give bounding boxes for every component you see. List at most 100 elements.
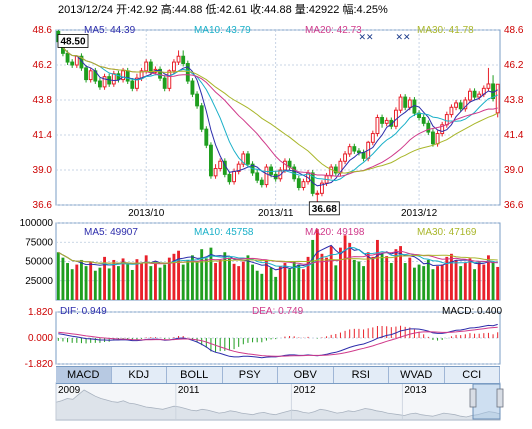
candle-body [375,117,380,135]
candle-body [426,122,431,133]
price-left-tick-label: 48.6 [33,25,53,36]
volume-tick-label: 100000 [20,218,54,229]
candle-body [315,192,320,195]
volume-bar [491,262,495,300]
volume-bar [103,256,106,300]
volume-bar [348,243,352,300]
candle-body [185,63,190,82]
tab-kdj[interactable]: KDJ [111,367,167,383]
price-left-tick-label: 39.0 [33,165,53,176]
price-right-tick-label: 36.6 [504,200,524,211]
volume-bar [357,261,361,300]
price-legend-ma10: MA10: 43.79 [194,25,251,36]
volume-bar [371,256,375,300]
tab-cci[interactable]: CCI [444,367,500,383]
volume-bar [436,266,439,300]
candle-body [204,128,209,146]
volume-ma30-line [58,251,498,264]
price-x-tick-label: 2013/12 [401,208,438,219]
candle-body [116,73,121,81]
macd-dea-line [58,326,498,357]
volume-bar [214,263,217,300]
candle-body [172,61,176,72]
candle-body [241,153,246,165]
volume-bar [232,263,236,300]
candle-body [449,106,454,116]
change-label: 幅 [342,4,354,16]
candle-body [269,166,273,175]
candle-body [347,146,352,155]
candle-body [421,117,426,124]
tab-psy[interactable]: PSY [222,367,278,383]
tab-rsi[interactable]: RSI [333,367,389,383]
candle-body [403,96,408,108]
volume-bar [66,263,69,300]
volume-legend-ma5: MA5: 49907 [84,227,138,238]
candle-body [264,166,269,186]
candle-body [283,160,287,171]
tab-obv[interactable]: OBV [278,367,334,383]
candle-body [463,99,468,110]
event-marker-icon: ✕✕ [395,32,410,42]
macd-panel: 1.820 0.000 -1.820 DIF: 0.949 DEA: 0.749 MACD… [25,306,503,370]
volume-value: 42922 [308,4,340,16]
volume-bar [228,257,231,300]
volume-tick-label: 50000 [25,257,53,268]
candle-body [125,70,130,82]
tab-macd[interactable]: MACD [56,367,112,383]
volume-bar [473,269,476,300]
tab-wvad[interactable]: WVAD [389,367,445,383]
candle-body [255,172,260,181]
volume-bar [278,266,282,300]
candle-body [199,105,204,130]
volume-bar [135,259,139,300]
navigator-year-label: 2011 [178,385,200,396]
volume-bar [144,255,148,300]
price-right-tick-label: 39.0 [504,165,524,176]
volume-bar [93,270,97,300]
volume-bar [417,264,421,300]
volume-bar [343,235,347,300]
price-annotation-label: 36.68 [312,204,337,215]
candle-body [213,168,218,177]
change-value: 4.25% [356,4,388,16]
candle-body [135,77,139,89]
macd-legend-dif: DIF: 0.949 [60,306,107,317]
volume-bar [223,252,227,300]
volume-bar [61,257,65,300]
volume-ma10-line [58,246,498,268]
navigator-panel[interactable]: 2009 2011 2012 2013 [55,382,504,421]
volume-bar [237,266,241,300]
candle-body [380,117,384,124]
candle-body [70,61,75,66]
candle-body [468,90,472,101]
volume-bar [376,239,379,300]
candle-body [370,133,375,143]
volume-bar [403,263,407,300]
candle-body [343,153,347,162]
volume-bar [121,258,125,300]
volume-bar [394,249,398,300]
volume-bar [477,261,481,300]
candle-body [121,70,125,81]
volume-bar [431,269,435,300]
high-label: 高 [160,4,172,16]
navigator-year-label: 2013 [404,385,427,396]
volume-bar [302,269,305,300]
volume-bar [255,270,259,300]
price-right-tick-label: 43.8 [504,95,524,106]
volume-bar [191,255,194,300]
candle-body [98,80,102,88]
macd-legend-macd: MACD: 0.400 [442,306,502,317]
open-value: 42.92 [130,4,158,16]
price-left-tick-label: 46.2 [33,60,53,71]
price-annotation-box [57,34,89,48]
price-right-tick-label: 48.6 [504,25,524,36]
volume-bar [260,273,264,300]
price-legend-ma5: MA5: 44.39 [84,25,136,36]
tab-boll[interactable]: BOLL [167,367,223,383]
volume-bar [251,264,254,300]
volume-bar [80,259,83,300]
